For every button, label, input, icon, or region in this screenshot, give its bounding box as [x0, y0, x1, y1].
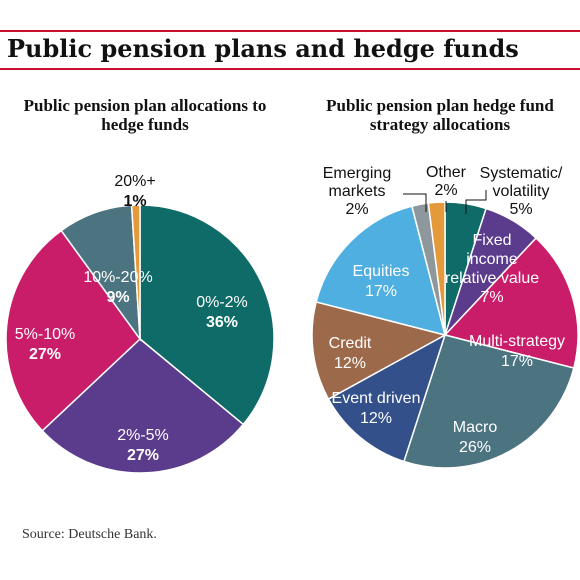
slice-2-5: [41, 338, 245, 474]
labels-strategies: Systematic/volatility 5% Fixed income relati…: [323, 164, 565, 456]
slice-20: [130, 204, 141, 340]
leader-line-emerging: [403, 193, 427, 212]
label-macro: Macro 26%: [453, 419, 498, 456]
label-10-20: 10%-20% 9%: [83, 269, 152, 306]
slice-equities: [315, 205, 447, 337]
pie-strategies: [311, 201, 579, 469]
pie-allocations: [5, 204, 275, 474]
chart-title-strategies: Public pension plan hedge fund strategy …: [326, 96, 554, 134]
slice-credit: [311, 301, 448, 401]
source-note: Source: Deutsche Bank.: [22, 527, 157, 542]
title-rule-bottom: [0, 68, 580, 70]
label-20: 20%+ 1%: [114, 173, 155, 210]
label-credit: Credit 12%: [329, 335, 372, 372]
slice-event-driven: [327, 333, 447, 463]
label-other: Other 2%: [426, 164, 467, 199]
labels-allocations: 0%-2% 36% 2%-5% 27% 5%-10% 27%10%-20% 9% 20%+ 1%: [15, 173, 248, 464]
slice-macro: [402, 334, 575, 469]
label-systematic-volatility: Systematic/volatility 5%: [480, 165, 563, 218]
chart-title-allocations: Public pension plan allocations to hedge…: [23, 96, 267, 134]
label-equities: Equities 17%: [353, 263, 410, 300]
label-emerging-markets: Emerging markets 2%: [323, 165, 391, 218]
slice-multi-strategy: [443, 236, 579, 369]
page-title: Public pension plans and hedge funds: [7, 34, 519, 63]
label-0-2: 0%-2% 36%: [196, 294, 248, 331]
title-rule-top: [0, 30, 580, 32]
leader-line-systematic: [465, 190, 487, 214]
label-event-driven: Event driven 12%: [332, 390, 421, 427]
slice-other: [427, 201, 446, 336]
label-multi-strategy: Multi-strategy 17%: [469, 333, 565, 370]
label-fixed-income-relative-value: Fixed income relative value 7%: [445, 232, 539, 306]
label-5-10: 5%-10% 27%: [15, 326, 75, 363]
slice-0-2: [139, 204, 275, 426]
label-2-5: 2%-5% 27%: [117, 427, 169, 464]
slice-5-10: [5, 229, 141, 432]
